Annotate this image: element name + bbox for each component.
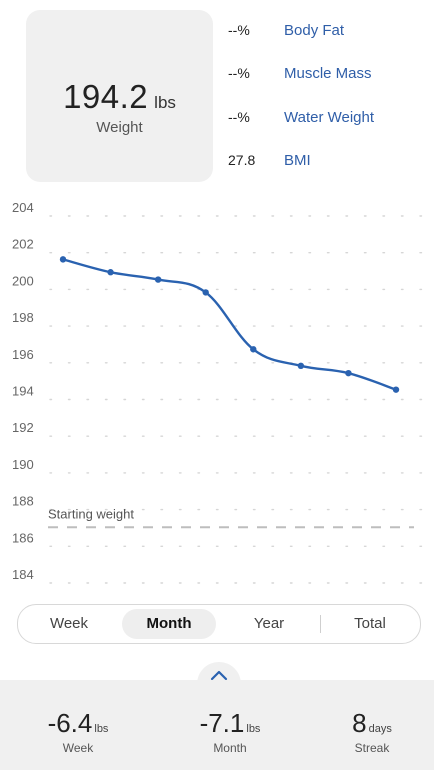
data-point[interactable] — [250, 346, 257, 353]
tab-month[interactable]: Month — [122, 609, 216, 639]
current-weight: 194.2 lbs — [26, 78, 213, 116]
y-tick-label: 194 — [12, 384, 34, 399]
data-point[interactable] — [154, 276, 162, 283]
period-selector: Week Month Year Total — [17, 604, 421, 644]
starting-weight-reference: Starting weight — [48, 506, 414, 529]
y-tick-label: 184 — [12, 567, 34, 582]
stat-number: -7.1 — [199, 708, 245, 738]
y-tick-label: 202 — [12, 237, 34, 252]
data-point[interactable] — [392, 386, 400, 393]
chevron-up-icon — [210, 670, 228, 681]
data-point[interactable] — [345, 369, 352, 377]
weight-series[interactable] — [59, 256, 400, 393]
stat-number: 8 — [352, 708, 367, 738]
y-tick-label: 196 — [12, 347, 34, 362]
metric-label[interactable]: Muscle Mass — [284, 65, 372, 82]
data-point[interactable] — [59, 256, 67, 263]
data-point[interactable] — [202, 289, 209, 296]
y-tick-label: 204 — [12, 200, 34, 215]
data-point[interactable] — [297, 362, 305, 370]
y-tick-label: 192 — [12, 420, 34, 435]
stat-streak: 8 days Streak — [302, 708, 434, 755]
tab-total[interactable]: Total — [354, 615, 386, 632]
tab-divider — [320, 615, 321, 633]
tab-year[interactable]: Year — [253, 615, 285, 632]
stat-caption: Month — [213, 741, 247, 755]
y-tick-label: 198 — [12, 310, 34, 325]
y-tick-label: 190 — [12, 457, 34, 472]
y-tick-label: 200 — [12, 273, 34, 288]
weight-line-chart[interactable]: 204 202 200 198 196 194 192 190 188 186 184 Starti… — [0, 195, 434, 595]
data-point[interactable] — [107, 269, 114, 276]
metric-label[interactable]: BMI — [284, 152, 311, 169]
weight-number: 194.2 — [63, 78, 149, 115]
weight-series-line — [61, 258, 398, 391]
chart-y-axis-labels: 204 202 200 198 196 194 192 190 188 186 184 — [12, 200, 34, 582]
metric-value: 27.8 — [228, 152, 256, 168]
stat-caption: Streak — [354, 741, 390, 755]
metric-label[interactable]: Body Fat — [284, 22, 345, 39]
stat-unit: lbs — [246, 723, 261, 735]
weight-card[interactable]: 194.2 lbs Weight — [26, 10, 213, 182]
stat-month-change: -7.1 lbs Month — [160, 708, 300, 755]
starting-weight-label: Starting weight — [48, 506, 134, 521]
metric-value: --% — [228, 65, 250, 81]
weight-unit: lbs — [154, 93, 176, 112]
stat-unit: lbs — [94, 723, 109, 735]
weight-caption: Weight — [96, 119, 143, 136]
stats-panel: -6.4 lbs Week -7.1 lbs Month 8 days Streak — [0, 680, 434, 770]
metric-value: --% — [228, 22, 250, 38]
stat-unit: days — [368, 723, 392, 735]
tab-week[interactable]: Week — [49, 615, 89, 632]
stat-week-change: -6.4 lbs Week — [8, 708, 148, 755]
metric-value: --% — [228, 109, 250, 125]
y-tick-label: 186 — [12, 530, 34, 545]
stat-number: -6.4 — [47, 708, 93, 738]
stat-caption: Week — [62, 741, 94, 755]
chart-grid — [49, 215, 431, 584]
metric-label[interactable]: Water Weight — [284, 109, 375, 126]
y-tick-label: 188 — [12, 494, 34, 509]
